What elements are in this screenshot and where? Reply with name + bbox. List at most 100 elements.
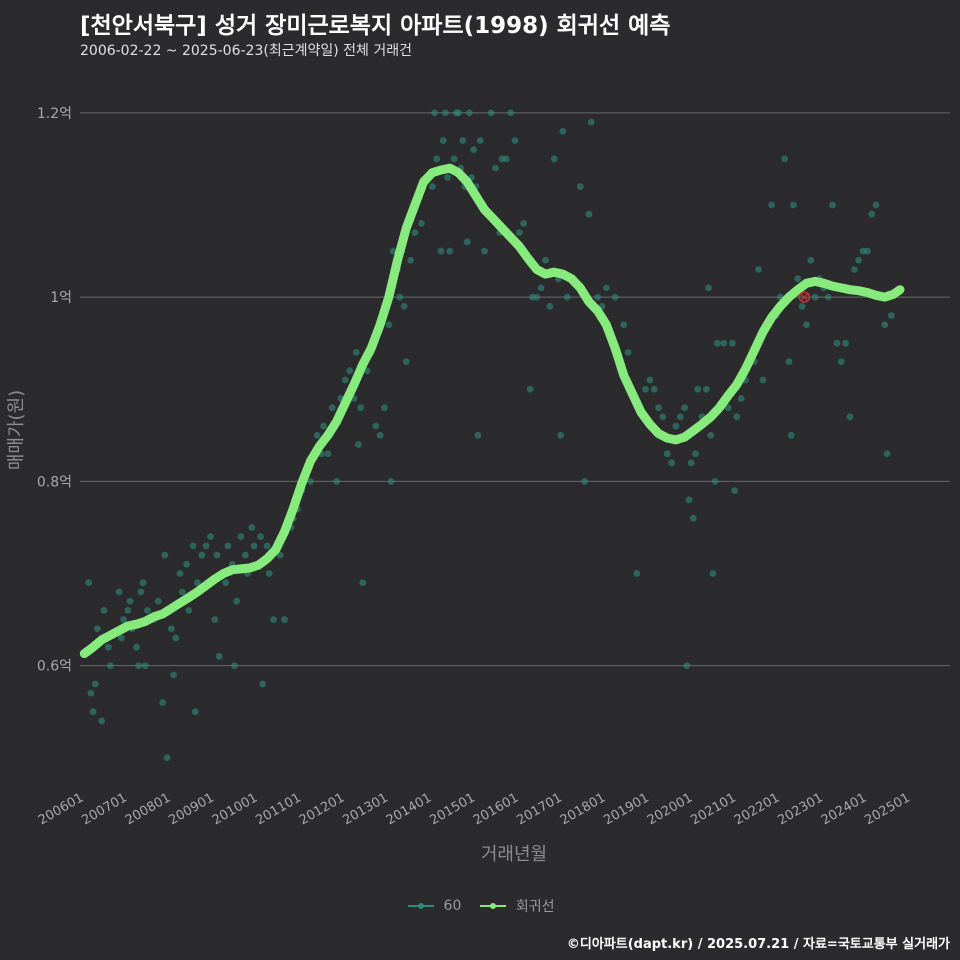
data-point: [450, 155, 458, 163]
data-point: [846, 413, 854, 421]
data-point: [883, 450, 891, 458]
data-point: [137, 588, 145, 596]
data-point: [241, 551, 249, 559]
legend-trend-swatch: [479, 903, 506, 909]
data-point: [474, 431, 482, 439]
x-tick-label: 200901: [166, 790, 216, 828]
data-point: [85, 579, 93, 587]
data-point: [855, 256, 863, 264]
data-point: [98, 717, 106, 725]
data-point: [794, 275, 802, 283]
data-point: [402, 358, 410, 365]
data-point: [542, 256, 549, 264]
data-point: [668, 459, 675, 467]
data-point: [707, 431, 715, 439]
data-point: [233, 597, 241, 605]
data-point: [376, 431, 384, 439]
x-tick-label: 202201: [732, 790, 782, 828]
data-point: [887, 312, 895, 319]
data-point: [585, 210, 593, 218]
data-point: [546, 302, 554, 310]
data-point: [633, 570, 641, 577]
data-point: [476, 137, 484, 144]
data-point: [459, 137, 467, 144]
data-point: [824, 293, 832, 301]
chart-subtitle: 2006-02-22 ~ 2025-06-23(최근계약일) 전체 거래건: [80, 43, 412, 59]
data-point: [411, 229, 419, 237]
data-point: [104, 643, 112, 651]
data-point: [868, 210, 876, 218]
data-point: [263, 542, 271, 550]
data-point: [676, 413, 684, 421]
data-point: [333, 477, 341, 485]
data-point: [144, 606, 151, 614]
data-point: [259, 680, 267, 688]
highlight-circle: [798, 291, 811, 303]
data-point: [711, 477, 719, 485]
data-point: [189, 542, 197, 550]
source-caption: ©디아파트(dapt.kr) / 2025.07.21 / 자료=국토교통부 실…: [566, 937, 950, 952]
data-point: [446, 247, 454, 255]
data-point: [833, 339, 841, 347]
data-point: [537, 284, 545, 292]
data-point: [352, 348, 360, 356]
data-point: [89, 708, 97, 716]
data-point: [194, 579, 201, 587]
data-point: [563, 293, 571, 301]
data-point: [355, 441, 362, 448]
x-tick-label: 201001: [210, 790, 260, 828]
x-axis-title: 거래년월: [481, 844, 547, 865]
data-point: [428, 183, 436, 190]
data-point: [620, 321, 628, 329]
trend-line-group: [79, 163, 905, 659]
data-point: [115, 588, 123, 596]
data-point: [154, 597, 162, 605]
data-point: [703, 385, 710, 393]
data-point: [587, 118, 595, 126]
data-point: [659, 413, 667, 421]
data-point: [520, 220, 528, 227]
data-point: [139, 579, 147, 587]
data-point: [507, 109, 515, 117]
legend-item-points: 60: [406, 898, 462, 914]
y-tick-label: 0.6억: [37, 659, 72, 675]
x-tick-label: 201301: [340, 790, 390, 828]
data-point: [100, 606, 108, 614]
data-point: [624, 348, 632, 356]
data-point: [487, 109, 495, 117]
data-point: [687, 459, 695, 467]
data-point: [433, 155, 441, 163]
data-point: [324, 450, 332, 458]
data-point: [881, 321, 889, 329]
x-tick-label: 201601: [471, 790, 521, 828]
data-point: [396, 293, 404, 301]
data-point: [663, 450, 671, 458]
legend-points-label: 60: [443, 898, 462, 914]
x-tick-label: 202301: [775, 790, 825, 828]
x-tick-label: 202101: [688, 790, 738, 828]
data-point: [276, 551, 284, 559]
data-point: [418, 220, 425, 227]
data-point: [709, 570, 717, 577]
data-point: [705, 284, 712, 292]
data-point: [172, 634, 180, 642]
data-point: [685, 496, 693, 504]
data-point: [265, 570, 273, 577]
data-point: [694, 385, 702, 393]
data-point: [470, 146, 478, 154]
data-point: [198, 551, 206, 559]
data-point: [502, 155, 510, 163]
data-point: [689, 514, 697, 522]
data-point: [439, 137, 447, 144]
legend: 60 회귀선: [0, 896, 960, 917]
data-point: [215, 653, 223, 660]
data-point: [270, 616, 277, 623]
data-point: [126, 597, 134, 605]
chart-title: [천안서북구] 성거 장미근로복지 아파트(1998) 회귀선 예측: [80, 13, 671, 39]
data-point: [642, 385, 649, 393]
x-tick-label: 200801: [123, 790, 173, 828]
x-tick-label: 201701: [514, 790, 564, 828]
x-tick-label: 201401: [384, 790, 434, 828]
data-point: [602, 284, 610, 292]
